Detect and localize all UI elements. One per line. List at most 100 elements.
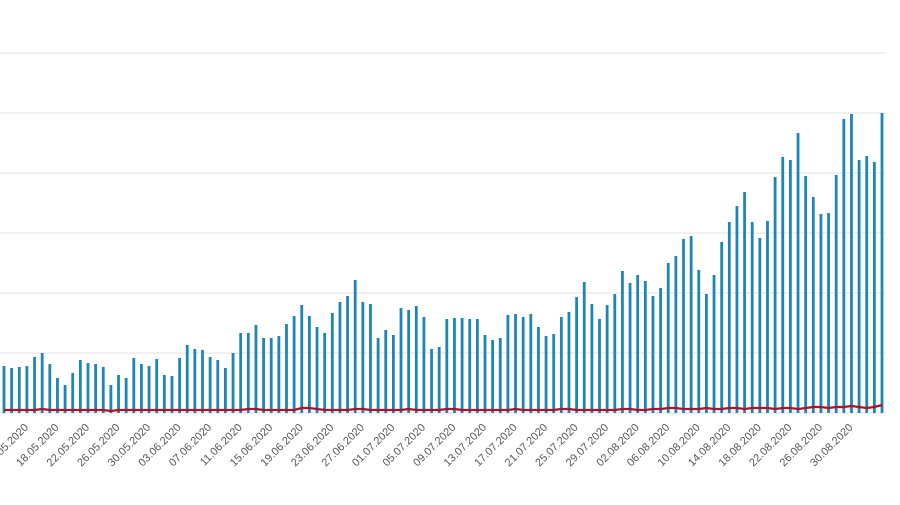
bar — [613, 294, 617, 413]
bar — [254, 325, 258, 413]
bar — [224, 368, 227, 413]
bar — [262, 338, 265, 413]
bar — [361, 302, 365, 413]
bar — [514, 314, 517, 413]
bar — [71, 373, 75, 413]
bar — [346, 296, 349, 413]
bar — [422, 317, 426, 413]
bar — [147, 366, 151, 413]
bar — [842, 119, 846, 413]
bar — [40, 353, 44, 413]
bar — [376, 338, 380, 413]
bar — [605, 305, 609, 413]
bar — [781, 157, 785, 413]
bar — [277, 336, 281, 413]
bar — [475, 319, 479, 413]
bar — [353, 280, 357, 413]
bar — [880, 113, 884, 413]
bar — [682, 239, 685, 413]
bar — [185, 345, 189, 413]
bar — [788, 160, 792, 413]
bar — [292, 316, 296, 413]
bar — [766, 221, 769, 413]
bar — [705, 294, 708, 413]
bar — [56, 378, 59, 413]
bar — [544, 336, 548, 413]
bar — [559, 317, 563, 413]
bar — [101, 367, 105, 413]
bar — [338, 302, 342, 413]
bar — [468, 319, 472, 413]
bar — [78, 360, 82, 413]
bar — [109, 385, 113, 413]
bar — [865, 156, 869, 413]
bar — [63, 385, 67, 413]
bar — [590, 304, 594, 413]
bar — [170, 376, 174, 413]
bar — [17, 367, 21, 413]
bar — [720, 242, 724, 413]
bar — [414, 306, 418, 413]
bar — [621, 271, 624, 413]
bar — [369, 304, 372, 413]
bar — [460, 318, 464, 413]
bar — [811, 197, 815, 413]
bar — [33, 357, 36, 413]
bar — [216, 360, 220, 413]
bar — [537, 327, 540, 413]
bar — [491, 340, 495, 413]
bar — [575, 297, 579, 413]
bar — [483, 335, 487, 413]
bar — [697, 270, 701, 413]
bar — [430, 349, 433, 413]
line — [4, 403, 883, 413]
bar — [521, 317, 525, 413]
bar — [582, 282, 586, 413]
bar — [231, 353, 235, 413]
bar — [330, 313, 334, 413]
bar — [399, 308, 403, 413]
bar — [300, 305, 304, 413]
bar — [628, 283, 632, 413]
bar — [643, 281, 647, 413]
bar — [743, 192, 746, 413]
bar — [529, 314, 533, 413]
bar — [407, 310, 411, 413]
bar — [804, 176, 808, 413]
bar — [758, 238, 762, 413]
bar — [872, 162, 876, 413]
bar — [773, 177, 777, 413]
bar — [246, 333, 250, 413]
bar — [86, 363, 90, 413]
bar — [819, 214, 823, 413]
bar — [315, 327, 319, 413]
bar — [384, 330, 388, 413]
bar — [239, 333, 243, 413]
bar — [453, 318, 456, 413]
bar — [391, 335, 395, 413]
bar — [827, 213, 830, 413]
bar — [94, 364, 98, 413]
bar — [208, 357, 212, 413]
bar — [636, 275, 640, 413]
bar — [285, 324, 288, 413]
bar — [117, 375, 120, 413]
bar — [2, 366, 6, 413]
bar — [193, 349, 197, 413]
bar — [567, 312, 571, 413]
bar — [10, 368, 14, 413]
bar — [689, 236, 693, 413]
bar — [48, 364, 52, 413]
bar — [727, 222, 731, 413]
bar — [857, 160, 861, 413]
bar — [323, 333, 327, 413]
bar — [498, 338, 502, 413]
bar — [201, 350, 204, 413]
bar — [651, 296, 655, 413]
bar — [162, 375, 166, 413]
bar — [140, 364, 143, 413]
bar — [445, 319, 449, 413]
bar — [834, 175, 838, 413]
